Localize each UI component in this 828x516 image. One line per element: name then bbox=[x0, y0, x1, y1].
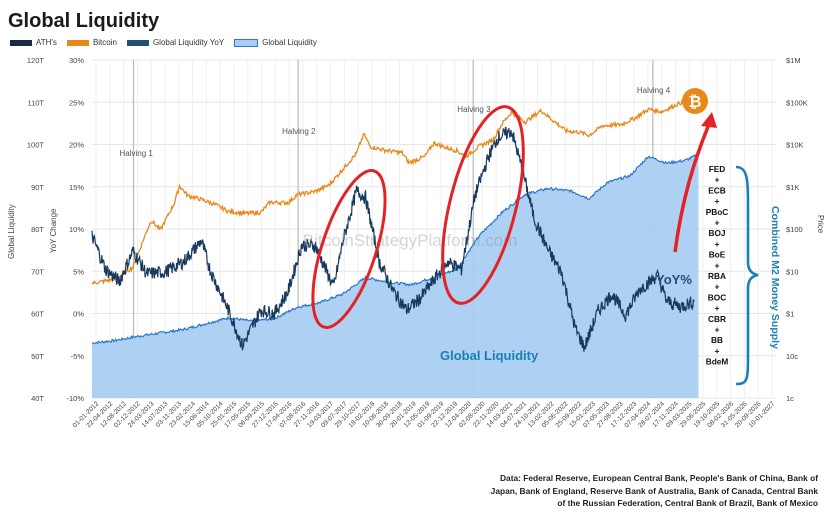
halving-label: Halving 3 bbox=[457, 105, 491, 114]
bank-list-item: + bbox=[715, 303, 720, 313]
legend: ATH's Bitcoin Global Liquidity YoY Globa… bbox=[10, 38, 317, 47]
legend-label-ath: ATH's bbox=[36, 38, 57, 47]
legend-item-liquidity[interactable]: Global Liquidity bbox=[234, 38, 317, 47]
left-tick-label: 100T bbox=[27, 141, 45, 150]
legend-label-yoy: Global Liquidity YoY bbox=[152, 38, 225, 47]
yoy-series bbox=[91, 126, 695, 352]
curly-brace bbox=[735, 165, 759, 386]
right-tick-label: $10K bbox=[786, 141, 804, 150]
annotations: ₿Global LiquidityYoY%FED+ECB+PBoC+BOJ+Bo… bbox=[311, 88, 781, 386]
yoy-tick-label: 5% bbox=[73, 267, 84, 276]
yoy-label: YoY% bbox=[656, 272, 692, 287]
global-liquidity-label: Global Liquidity bbox=[440, 348, 539, 363]
bank-list-item: + bbox=[715, 346, 720, 356]
yoy-tick-label: 0% bbox=[73, 310, 84, 319]
bank-list-item: CBR bbox=[708, 314, 726, 324]
bank-list-item: PBoC bbox=[706, 207, 729, 217]
right-tick-label: 10c bbox=[786, 352, 798, 361]
grid bbox=[92, 59, 776, 399]
yoy-line bbox=[91, 126, 695, 352]
yoy-tick-label: 25% bbox=[69, 98, 84, 107]
legend-item-ath[interactable]: ATH's bbox=[10, 38, 57, 47]
bitcoin-logo-glyph: ₿ bbox=[688, 93, 701, 111]
halving-label: Halving 1 bbox=[119, 149, 153, 158]
halving-label: Halving 2 bbox=[282, 127, 316, 136]
bank-list-item: + bbox=[715, 175, 720, 185]
legend-label-liquidity: Global Liquidity bbox=[262, 38, 317, 47]
legend-label-bitcoin: Bitcoin bbox=[92, 38, 117, 47]
right-tick-label: 1c bbox=[786, 394, 794, 403]
yoy-tick-label: 20% bbox=[69, 141, 84, 150]
left-tick-label: 50T bbox=[31, 352, 44, 361]
bank-list-item: BdeM bbox=[706, 357, 729, 367]
combined-m2-label: Combined M2 Money Supply bbox=[769, 206, 781, 349]
chart-title: Global Liquidity bbox=[8, 10, 160, 32]
left-tick-label: 70T bbox=[31, 267, 44, 276]
legend-swatch-liquidity bbox=[234, 38, 259, 47]
yoy-tick-label: 10% bbox=[69, 225, 84, 234]
liquidity-line bbox=[91, 153, 700, 345]
red-arrow-shaft bbox=[673, 121, 712, 253]
liquidity-fill bbox=[92, 154, 699, 398]
right-tick-label: $1 bbox=[786, 310, 794, 319]
halving-label: Halving 4 bbox=[637, 86, 671, 95]
bank-list-item: BOC bbox=[708, 292, 726, 302]
legend-swatch-ath bbox=[10, 39, 32, 46]
left-tick-label: 110T bbox=[27, 98, 44, 107]
bank-list-item: + bbox=[715, 260, 720, 270]
bank-list-item: + bbox=[715, 325, 720, 335]
bank-list-item: BoE bbox=[709, 250, 726, 260]
liquidity-area bbox=[91, 153, 700, 398]
bitcoin-line bbox=[91, 98, 700, 285]
left-tick-label: 90T bbox=[31, 183, 44, 192]
right-tick-label: $1M bbox=[786, 56, 801, 65]
bank-list-item: + bbox=[715, 196, 720, 206]
watermark: BitcoinStrategyPlatform.com bbox=[303, 231, 517, 250]
bank-list-item: FED bbox=[709, 164, 726, 174]
left-tick-label: 40T bbox=[31, 394, 44, 403]
bitcoin-series bbox=[91, 98, 700, 285]
red-arrow-head bbox=[701, 112, 717, 128]
source-note: Data: Federal Reserve, European Central … bbox=[490, 473, 818, 508]
bank-list-item: BOJ bbox=[708, 228, 725, 238]
bank-list-item: + bbox=[715, 282, 720, 292]
bank-list-item: + bbox=[715, 218, 720, 228]
legend-swatch-yoy bbox=[126, 39, 149, 46]
yoy-tick-label: 15% bbox=[69, 183, 84, 192]
red-ellipse-2017 bbox=[311, 169, 387, 329]
legend-item-bitcoin[interactable]: Bitcoin bbox=[66, 38, 117, 47]
yoy-tick-label: -5% bbox=[71, 352, 85, 361]
yoy-tick-label: 30% bbox=[69, 56, 84, 65]
right-tick-label: $1K bbox=[786, 183, 799, 192]
left-tick-label: 60T bbox=[31, 310, 44, 319]
bank-list-item: RBA bbox=[708, 271, 726, 281]
bank-list-item: ECB bbox=[708, 185, 726, 195]
legend-item-yoy[interactable]: Global Liquidity YoY bbox=[126, 38, 225, 47]
right-tick-label: $10 bbox=[786, 267, 799, 276]
left-axis-title: Global Liquidity bbox=[7, 204, 16, 259]
right-axis-title: Price bbox=[816, 215, 825, 234]
yoy-axis-title: YoY Change bbox=[49, 208, 58, 253]
right-tick-label: $100 bbox=[786, 225, 803, 234]
yoy-tick-label: -10% bbox=[66, 394, 84, 403]
legend-swatch-bitcoin bbox=[66, 39, 89, 46]
bank-list-item: BB bbox=[711, 335, 723, 345]
bank-list-item: + bbox=[715, 239, 720, 249]
left-tick-label: 80T bbox=[31, 225, 44, 234]
right-tick-label: $100K bbox=[786, 98, 808, 107]
bitcoin-logo-icon bbox=[682, 88, 708, 114]
left-tick-label: 120T bbox=[27, 56, 45, 65]
red-ellipse-2021 bbox=[441, 105, 525, 305]
